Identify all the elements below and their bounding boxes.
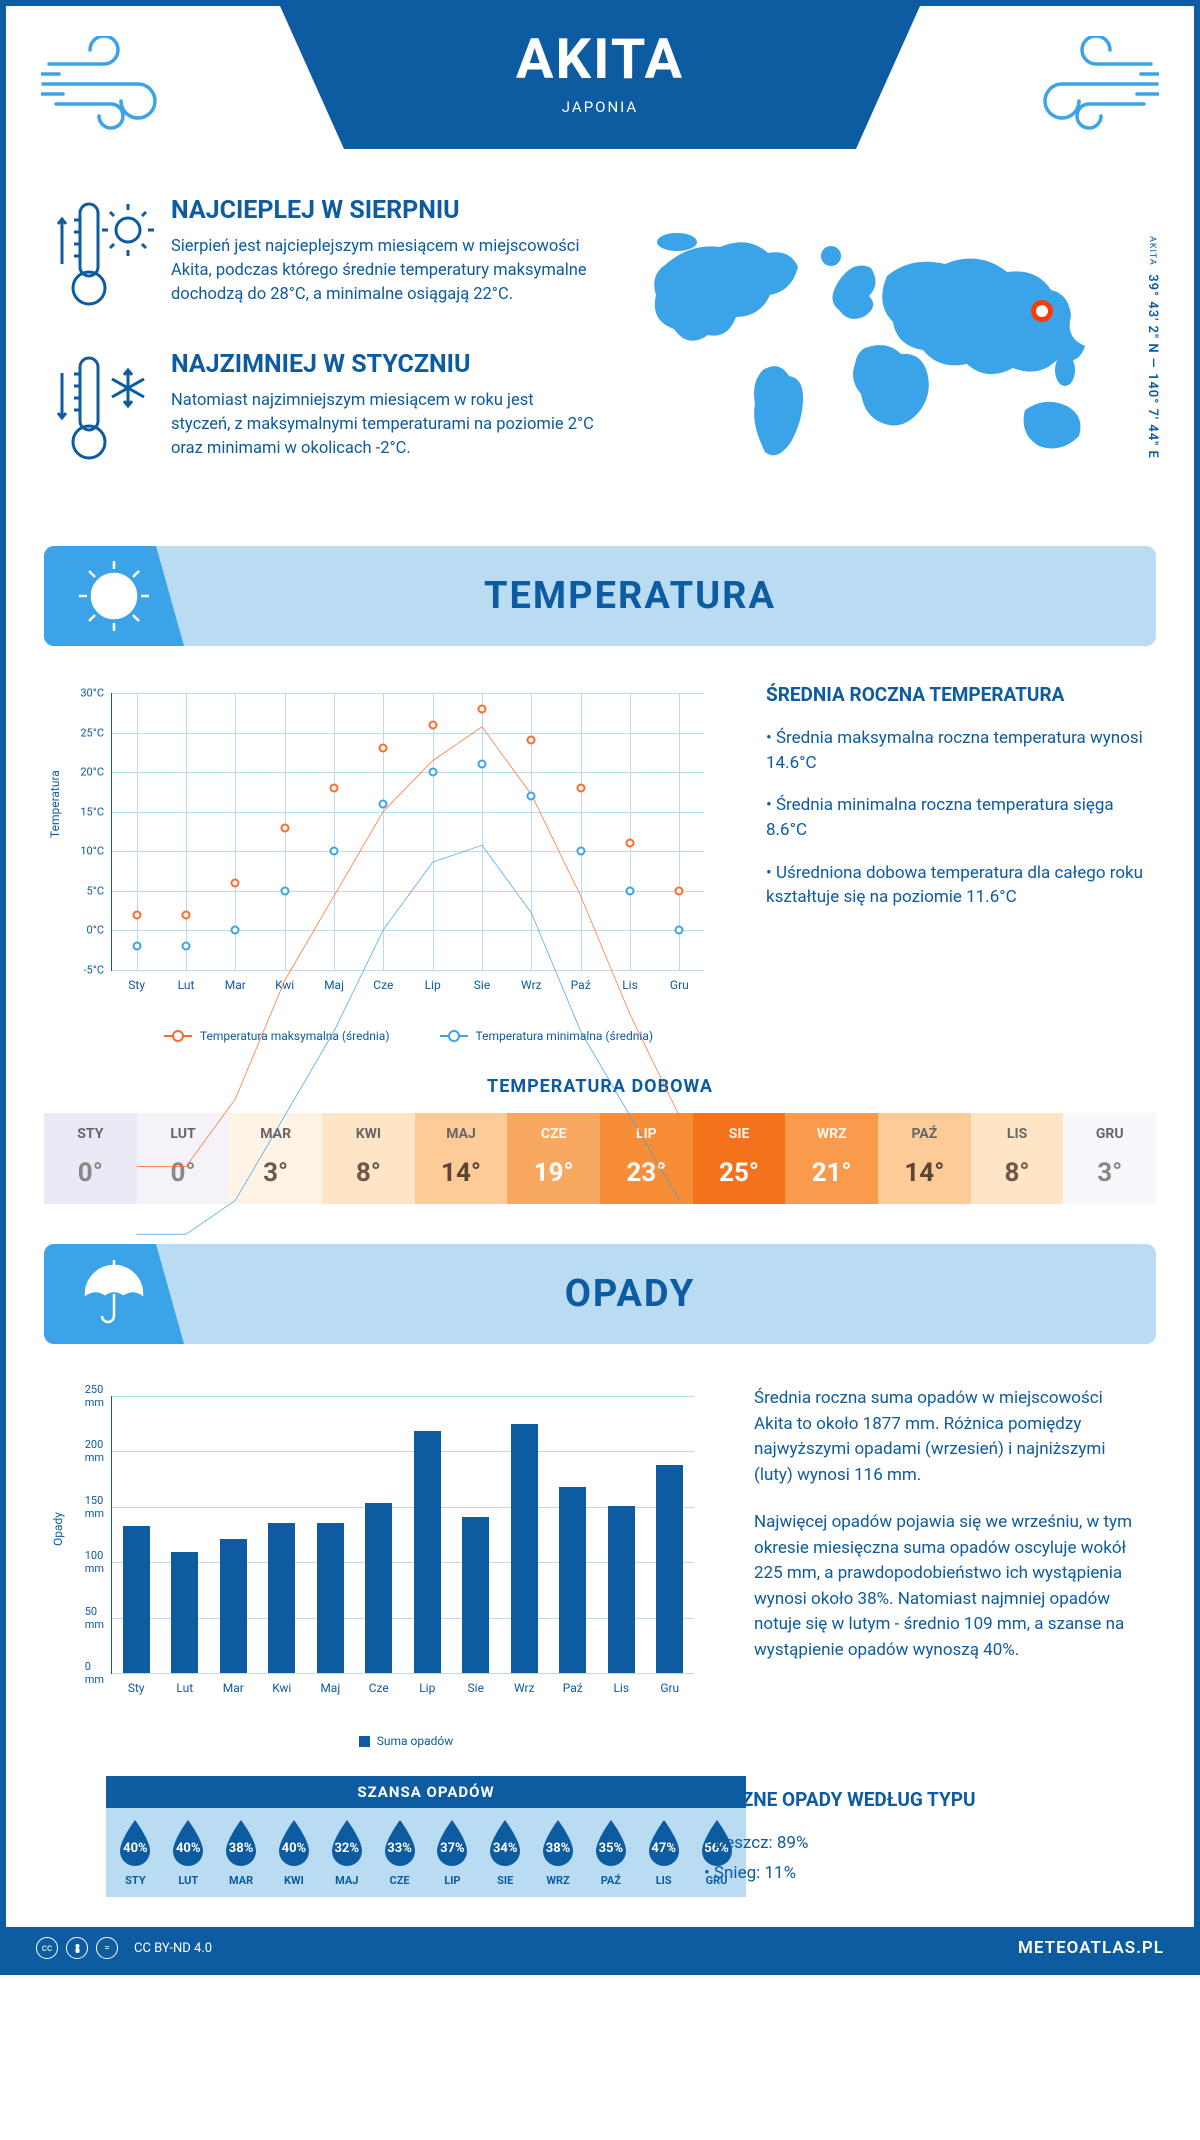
temp-info-item: • Średnia maksymalna roczna temperatura … — [766, 726, 1144, 775]
coordinates: AKITA 39° 43' 2" N — 140° 7' 44" E — [1145, 236, 1160, 459]
chance-cell: 35%PAŹ — [584, 1818, 637, 1887]
temp-info-title: ŚREDNIA ROCZNA TEMPERATURA — [766, 683, 1144, 706]
raindrop-icon: 34% — [484, 1818, 526, 1868]
section-header-temperature: TEMPERATURA — [44, 546, 1156, 646]
chance-cell: 32%MAJ — [320, 1818, 373, 1887]
chance-cell: 37%LIP — [426, 1818, 479, 1887]
daily-temp-cell: LIS8° — [971, 1113, 1064, 1204]
cc-by-icon — [66, 1937, 88, 1959]
thermometer-sun-icon — [56, 196, 156, 320]
raindrop-icon: 32% — [326, 1818, 368, 1868]
world-map — [625, 220, 1115, 480]
fact-warmest: NAJCIEPLEJ W SIERPNIU Sierpień jest najc… — [56, 196, 596, 320]
umbrella-icon — [44, 1244, 184, 1344]
temp-info-item: • Uśredniona dobowa temperatura dla całe… — [766, 861, 1144, 910]
daily-temp-cell: PAŹ14° — [878, 1113, 971, 1204]
thermometer-snow-icon — [56, 350, 156, 474]
legend-max-temp: Temperatura maksymalna (średnia) — [164, 1029, 390, 1043]
fact-coldest-text: Natomiast najzimniejszym miesiącem w rok… — [171, 389, 596, 461]
wind-icon-left — [41, 36, 181, 131]
raindrop-icon: 47% — [643, 1818, 685, 1868]
raindrop-icon: 40% — [167, 1818, 209, 1868]
temp-info-item: • Średnia minimalna roczna temperatura s… — [766, 793, 1144, 842]
chance-cell: 40%KWI — [267, 1818, 320, 1887]
chance-cell: 40%STY — [109, 1818, 162, 1887]
temperature-line-chart: Temperatura -5°C0°C5°C10°C15°C20°C25°C30… — [56, 683, 716, 1053]
precip-summary-2: Najwięcej opadów pojawia się we wrześniu… — [754, 1510, 1144, 1663]
sun-icon — [44, 546, 184, 646]
raindrop-icon: 40% — [114, 1818, 156, 1868]
raindrop-icon: 35% — [590, 1818, 632, 1868]
precip-type-item: • Deszcz: 89% — [704, 1831, 1144, 1856]
precip-summary-1: Średnia roczna suma opadów w miejscowośc… — [754, 1386, 1144, 1488]
cc-icon: cc — [36, 1937, 58, 1959]
precipitation-bar-chart: Opady 0 mm50 mm100 mm150 mm200 mm250 mmS… — [56, 1386, 706, 1756]
chance-cell: 47%LIS — [637, 1818, 690, 1887]
chance-cell: 40%LUT — [162, 1818, 215, 1887]
daily-temp-cell: GRU3° — [1063, 1113, 1156, 1204]
daily-temp-cell: SIE25° — [693, 1113, 786, 1204]
chance-cell: 38%MAR — [215, 1818, 268, 1887]
fact-coldest: NAJZIMNIEJ W STYCZNIU Natomiast najzimni… — [56, 350, 596, 474]
raindrop-icon: 40% — [273, 1818, 315, 1868]
chance-cell: 33%CZE — [373, 1818, 426, 1887]
precip-type-item: • Śnieg: 11% — [704, 1861, 1144, 1886]
footer: cc = CC BY-ND 4.0 METEOATLAS.PL — [6, 1927, 1194, 1969]
country-subtitle: JAPONIA — [280, 98, 920, 116]
wind-icon-right — [1019, 36, 1159, 131]
legend-precip-sum: Suma opadów — [377, 1734, 454, 1748]
map-location-marker — [1031, 300, 1053, 322]
precip-chance-box: SZANSA OPADÓW 40%STY40%LUT38%MAR40%KWI32… — [106, 1776, 746, 1897]
raindrop-icon: 33% — [379, 1818, 421, 1868]
site-name: METEOATLAS.PL — [1018, 1938, 1164, 1958]
daily-temp-cell: WRZ21° — [785, 1113, 878, 1204]
cc-nd-icon: = — [96, 1937, 118, 1959]
fact-warmest-text: Sierpień jest najcieplejszym miesiącem w… — [171, 235, 596, 307]
fact-coldest-title: NAJZIMNIEJ W STYCZNIU — [171, 350, 596, 379]
legend-min-temp: Temperatura minimalna (średnia) — [440, 1029, 654, 1043]
fact-warmest-title: NAJCIEPLEJ W SIERPNIU — [171, 196, 596, 225]
precip-by-type: ROCZNE OPADY WEDŁUG TYPU • Deszcz: 89%• … — [704, 1788, 1144, 1892]
chance-cell: 38%WRZ — [532, 1818, 585, 1887]
raindrop-icon: 38% — [537, 1818, 579, 1868]
section-header-precipitation: OPADY — [44, 1244, 1156, 1344]
raindrop-icon: 38% — [220, 1818, 262, 1868]
header: AKITA JAPONIA — [6, 6, 1194, 176]
raindrop-icon: 37% — [431, 1818, 473, 1868]
license-text: CC BY-ND 4.0 — [134, 1941, 212, 1956]
city-title: AKITA — [280, 26, 920, 92]
chance-cell: 34%SIE — [479, 1818, 532, 1887]
